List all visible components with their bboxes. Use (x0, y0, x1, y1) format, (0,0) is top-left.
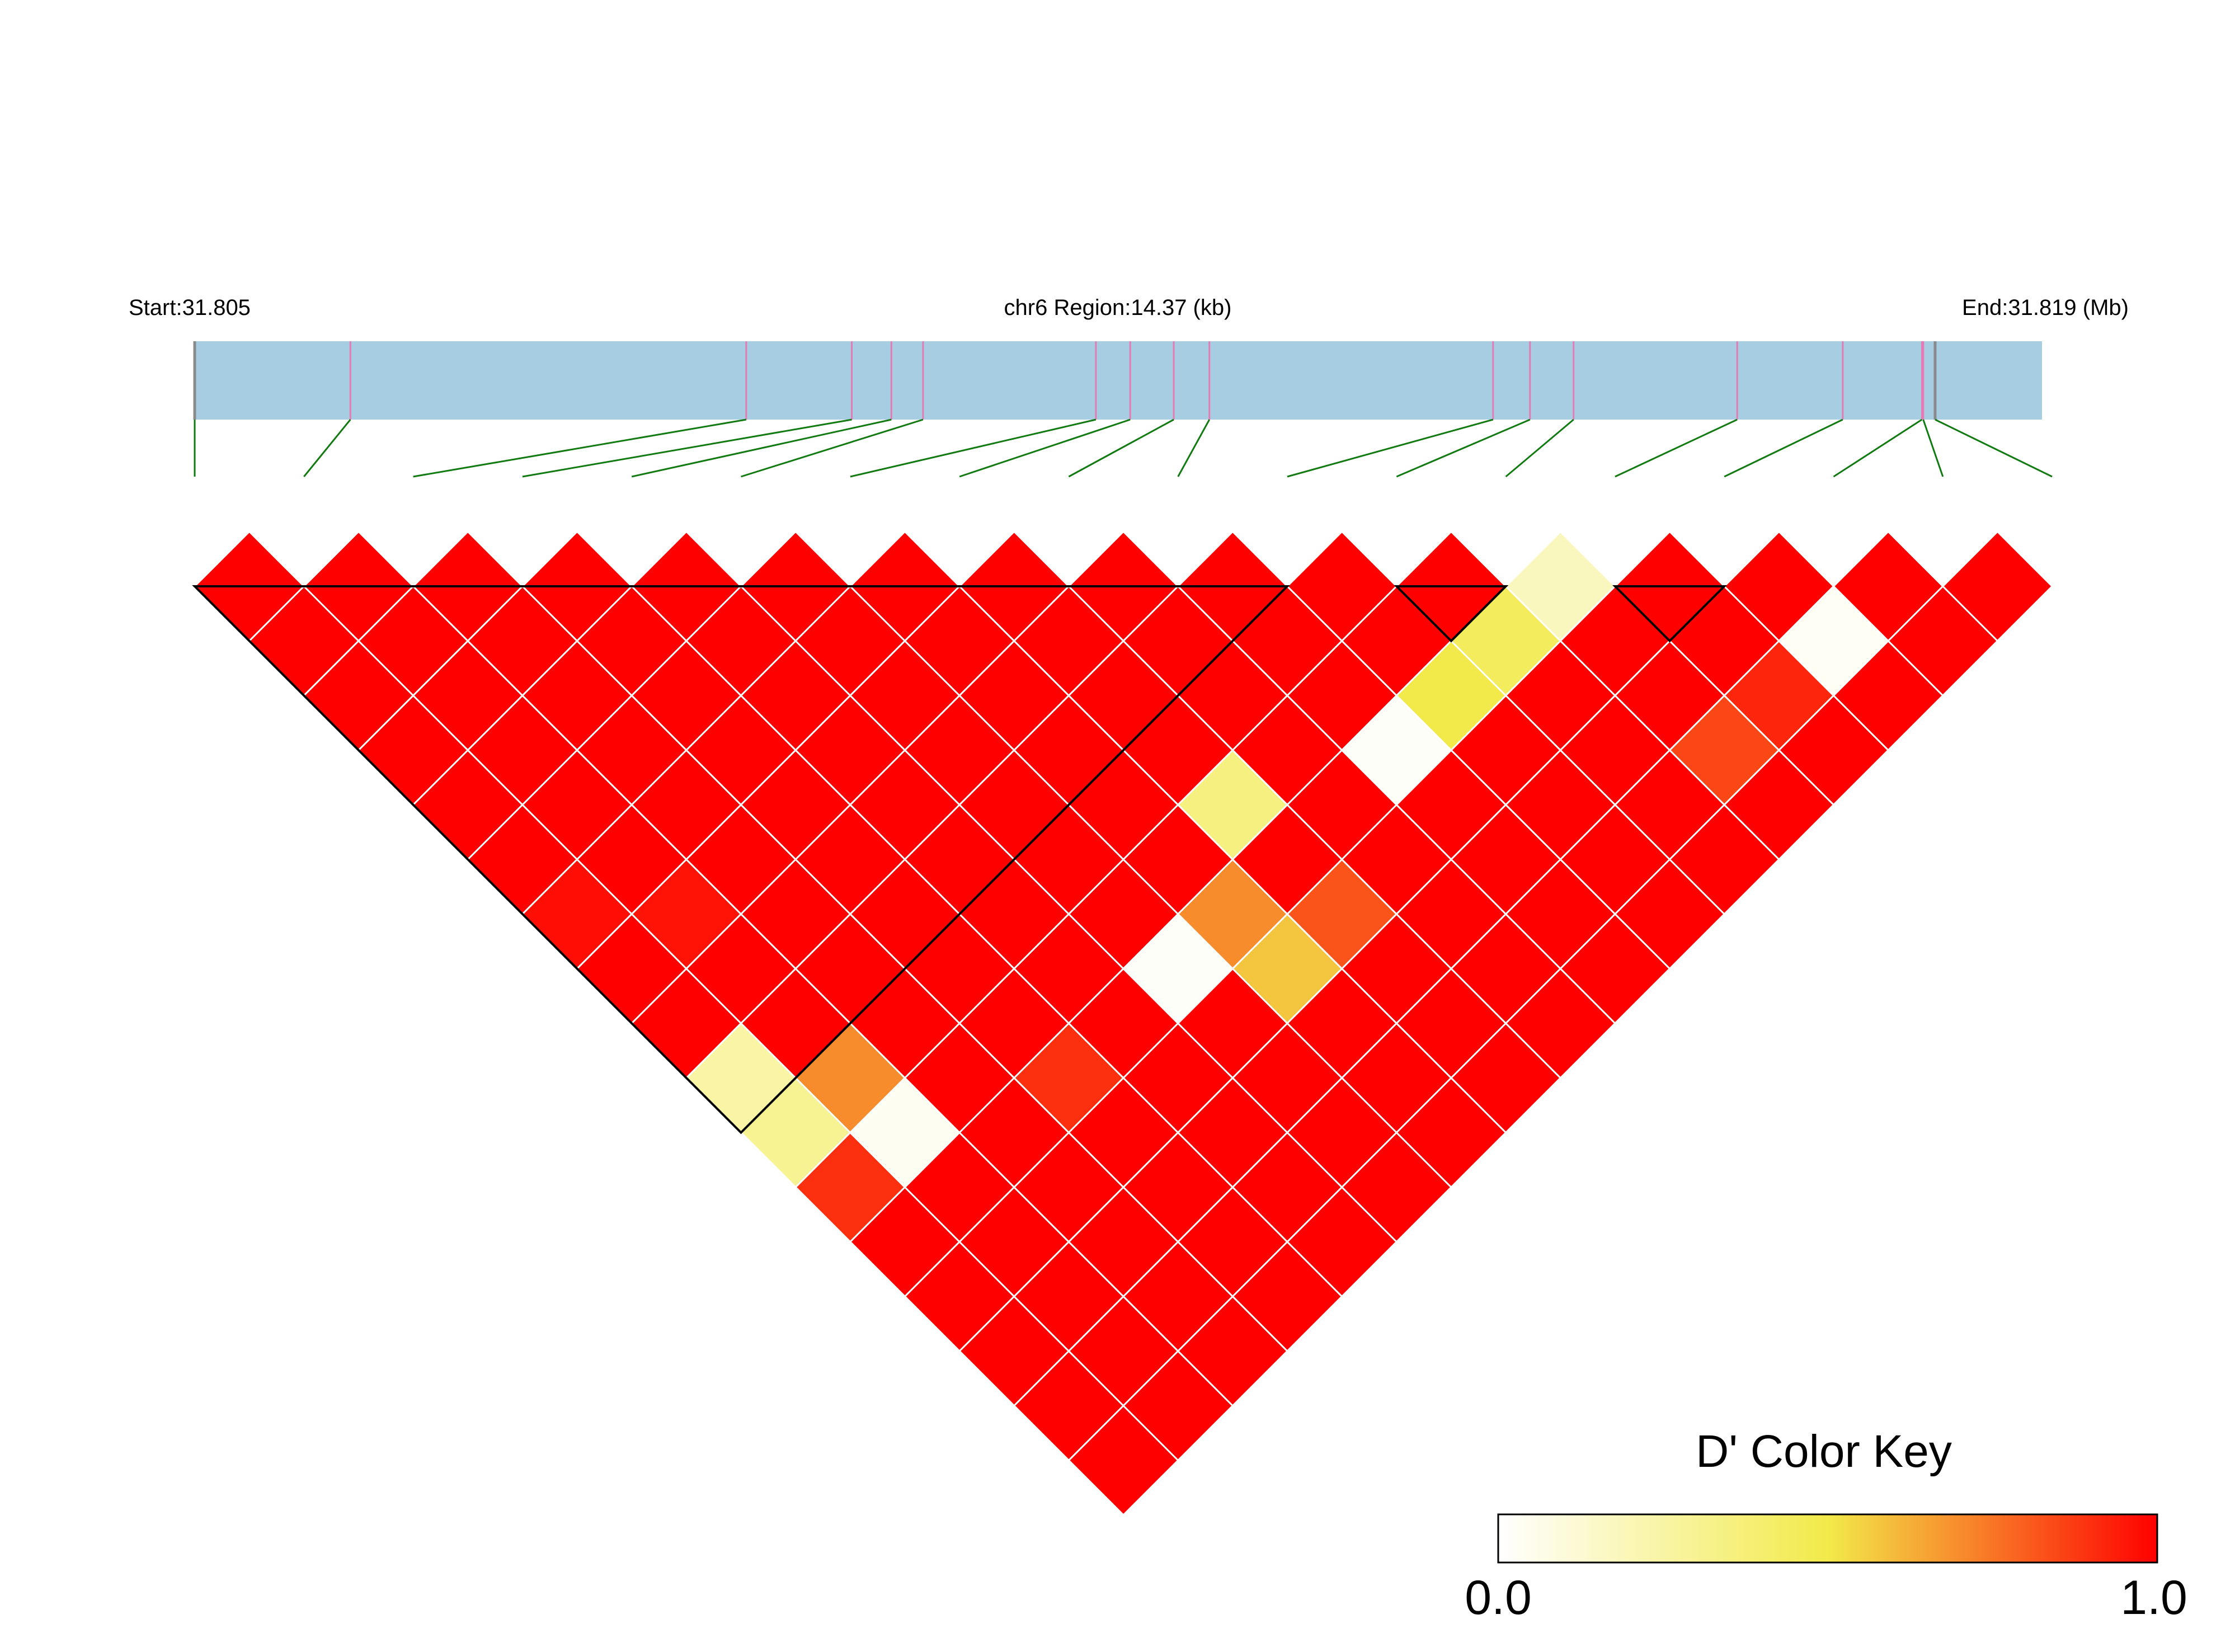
ld-block-group (192, 585, 1728, 1135)
snp-connector (1615, 418, 1738, 478)
snp-connector (1935, 418, 2053, 478)
ld-cell-group (193, 530, 2054, 1517)
snp-connector (303, 419, 351, 477)
snp-connector (1068, 418, 1174, 478)
ld-cell (1941, 530, 2054, 642)
snp-connector (631, 418, 892, 478)
region-title-label: chr6 Region:14.37 (kb) (1004, 295, 1232, 320)
gene-region-bar (195, 341, 2042, 420)
color-key-gradient-bar (1497, 1513, 2158, 1564)
region-end-label: End:31.819 (Mb) (1962, 295, 2129, 320)
snp-connector (1396, 418, 1531, 478)
color-key-title: D' Color Key (1696, 1426, 1952, 1477)
snp-connector-group (194, 418, 2053, 478)
snp-connector (1922, 419, 1944, 477)
color-key-min-label: 0.0 (1465, 1571, 1532, 1625)
snp-connector (522, 418, 852, 478)
snp-connector (959, 418, 1131, 478)
color-key-max-label: 1.0 (2120, 1571, 2187, 1625)
snp-connector (1724, 418, 1843, 478)
snp-connector (1287, 418, 1494, 478)
snp-connector (1833, 418, 1923, 478)
snp-connector (850, 418, 1097, 478)
ld-block-outline (192, 585, 1290, 1135)
snp-connector (413, 418, 747, 478)
ld-block-outline (1612, 585, 1728, 643)
region-start-label: Start:31.805 (129, 295, 251, 320)
ld-block-outline (1394, 585, 1509, 643)
snp-connector (1177, 419, 1211, 477)
color-key: D' Color Key 0.0 1.0 (1465, 1426, 2187, 1625)
snp-connector (741, 418, 924, 478)
snp-connector (1505, 418, 1574, 478)
snp-tick-group (193, 341, 1937, 420)
